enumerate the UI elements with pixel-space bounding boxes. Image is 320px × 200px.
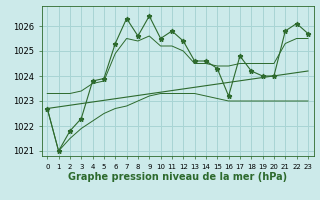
X-axis label: Graphe pression niveau de la mer (hPa): Graphe pression niveau de la mer (hPa) — [68, 172, 287, 182]
